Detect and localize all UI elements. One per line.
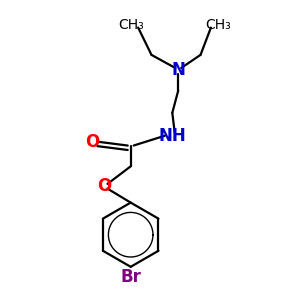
Text: Br: Br — [120, 268, 141, 286]
Text: N: N — [171, 61, 185, 79]
Text: CH₃: CH₃ — [118, 18, 144, 32]
Text: O: O — [85, 133, 99, 151]
Text: NH: NH — [158, 127, 186, 145]
Text: CH₃: CH₃ — [206, 18, 231, 32]
Text: O: O — [97, 177, 111, 195]
